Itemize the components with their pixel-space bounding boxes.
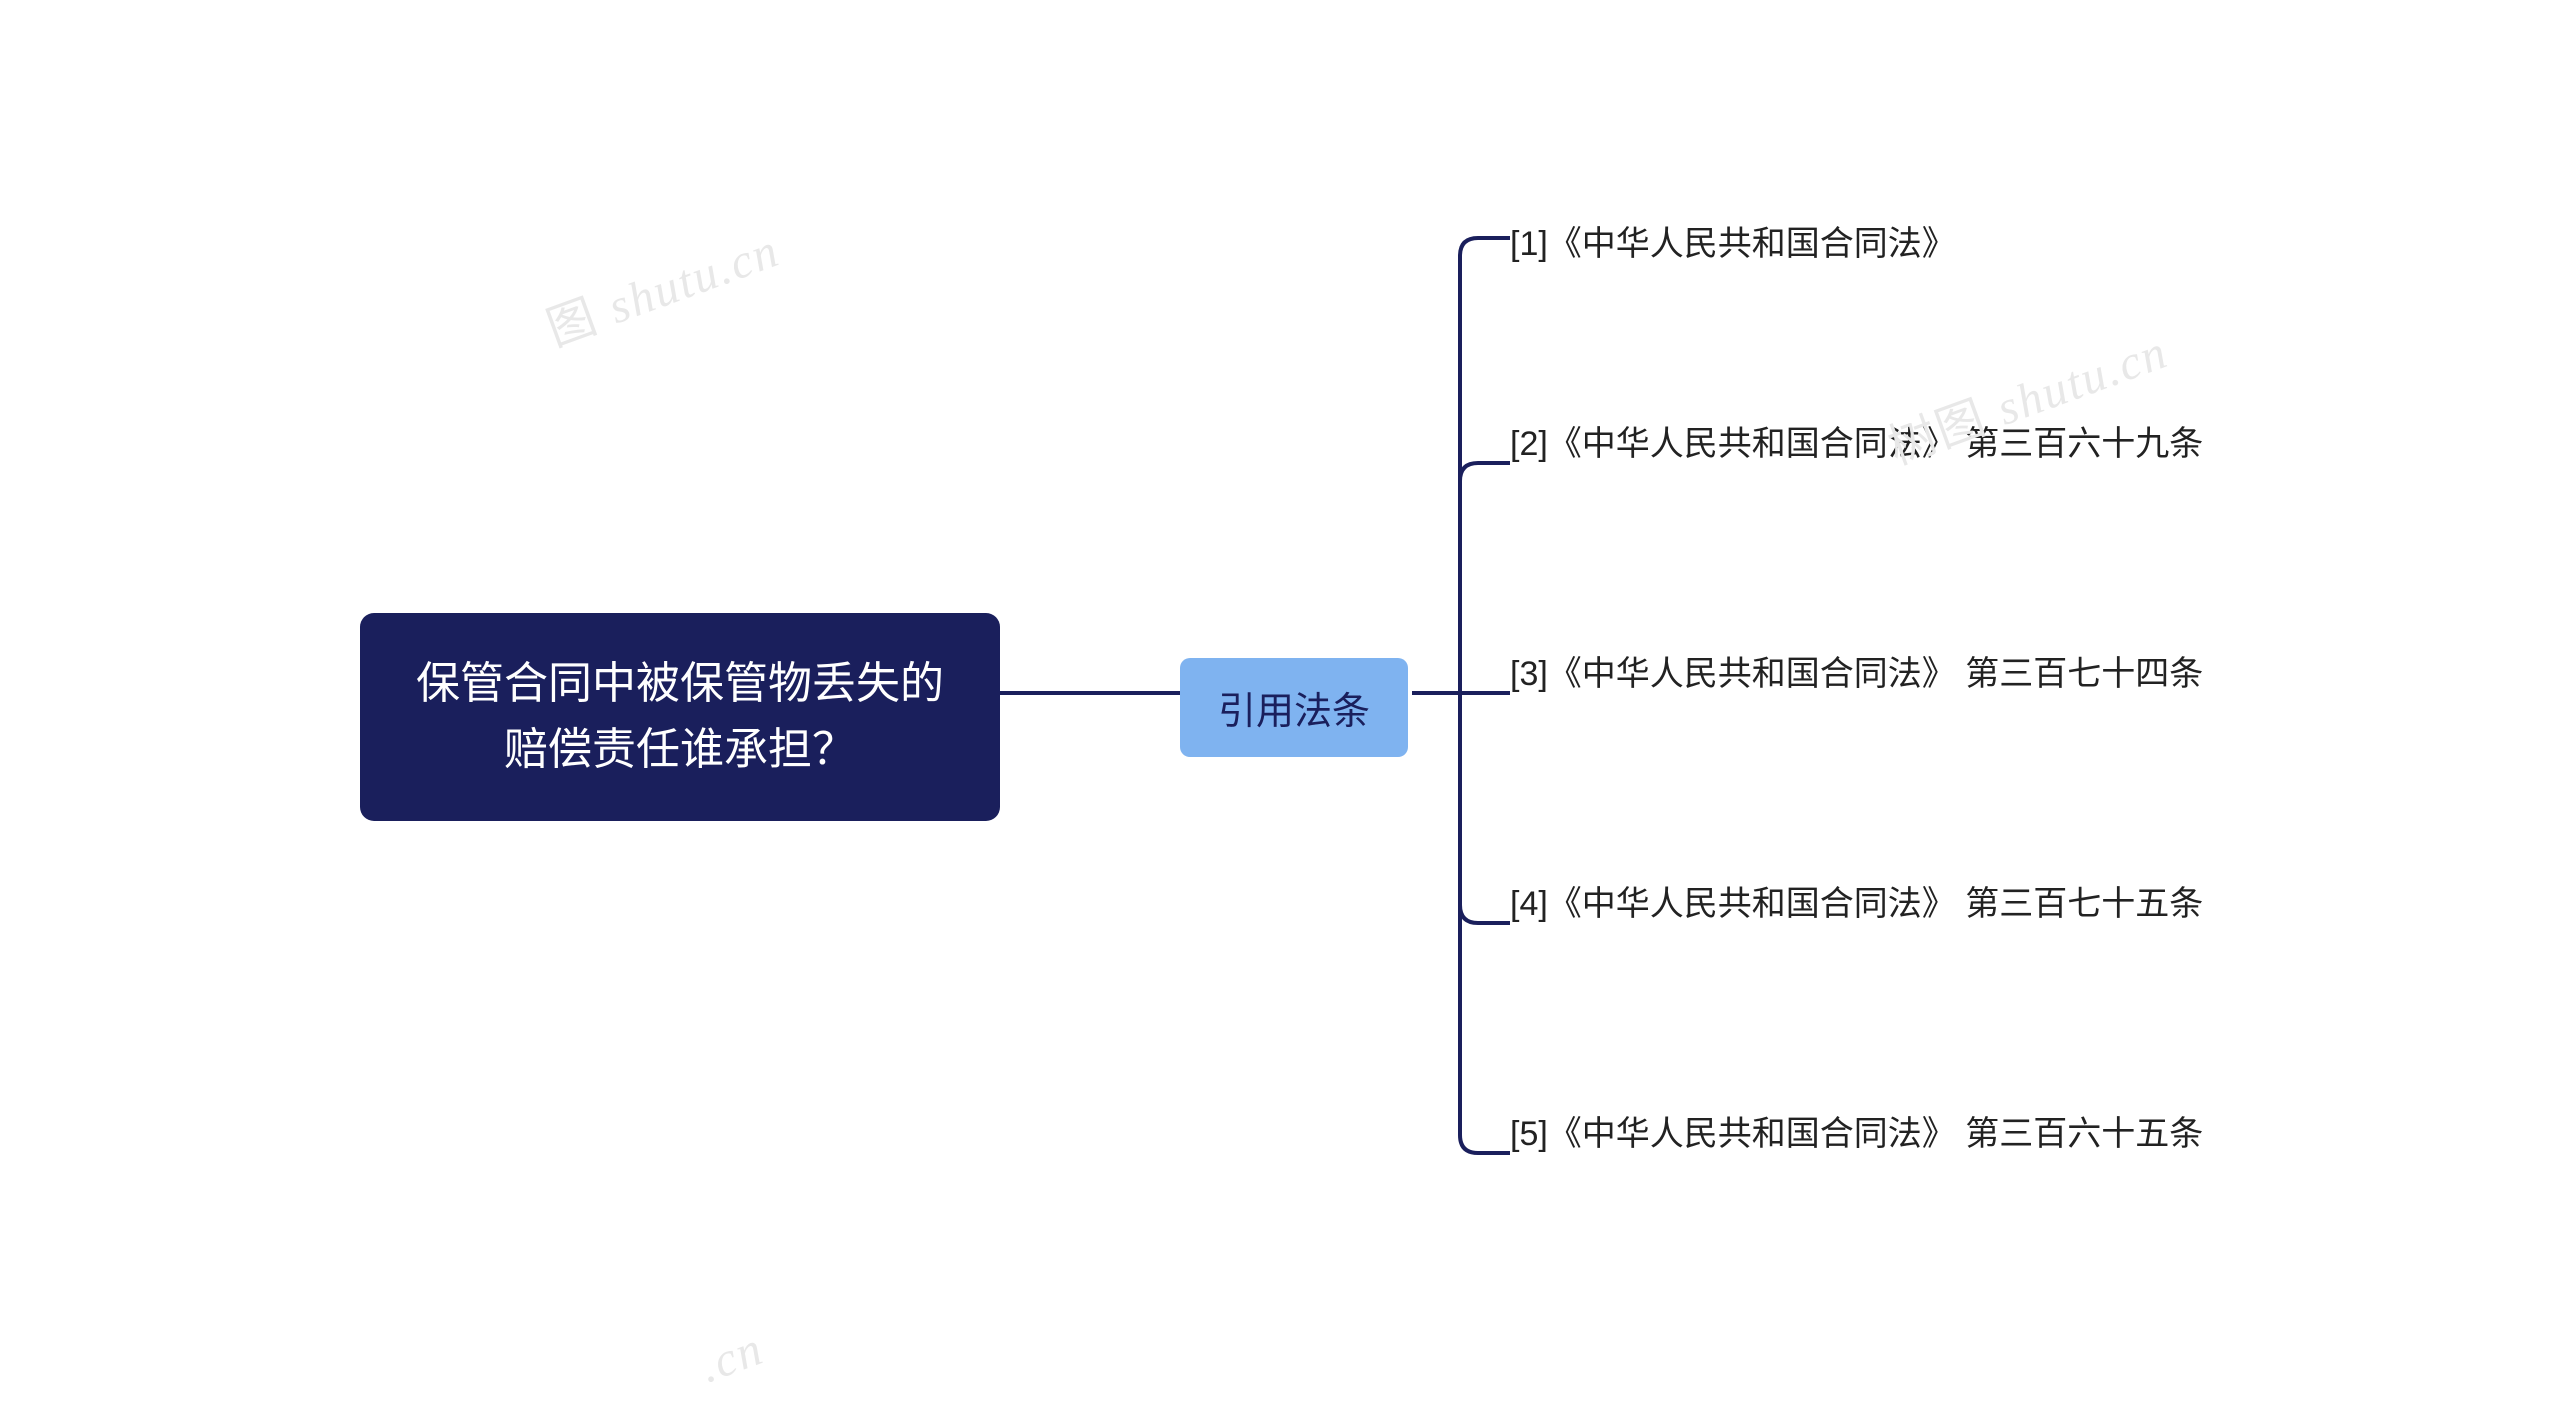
root-node: 保管合同中被保管物丢失的赔偿责任谁承担？: [360, 613, 1000, 821]
branch-text: 引用法条: [1218, 691, 1370, 733]
mindmap-container: 保管合同中被保管物丢失的赔偿责任谁承担？ 引用法条 [1]《中华人民共和国合同法…: [180, 153, 2380, 1253]
leaf-node-3: [4]《中华人民共和国合同法》 第三百七十五条: [1510, 873, 2210, 936]
leaf-node-2: [3]《中华人民共和国合同法》 第三百七十四条: [1510, 643, 2210, 706]
branch-node: 引用法条: [1180, 658, 1408, 757]
leaf-node-0: [1]《中华人民共和国合同法》: [1510, 213, 2210, 276]
leaf-node-1: [2]《中华人民共和国合同法》 第三百六十九条: [1510, 413, 2210, 476]
root-text: 保管合同中被保管物丢失的赔偿责任谁承担？: [416, 659, 944, 774]
watermark-2: .cn: [693, 1321, 771, 1394]
leaf-node-4: [5]《中华人民共和国合同法》 第三百六十五条: [1510, 1103, 2210, 1166]
